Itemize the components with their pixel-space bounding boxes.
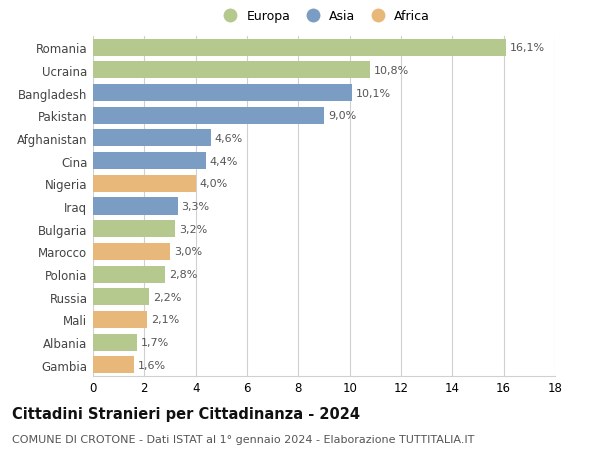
- Text: 2,2%: 2,2%: [154, 292, 182, 302]
- Legend: Europa, Asia, Africa: Europa, Asia, Africa: [214, 6, 434, 27]
- Bar: [93, 357, 134, 374]
- Bar: [93, 39, 506, 56]
- Text: 9,0%: 9,0%: [328, 111, 356, 121]
- Bar: [93, 334, 137, 351]
- Text: 3,0%: 3,0%: [174, 247, 202, 257]
- Text: 3,3%: 3,3%: [182, 202, 209, 212]
- Text: 2,8%: 2,8%: [169, 269, 197, 280]
- Text: 10,1%: 10,1%: [356, 88, 391, 98]
- Text: Cittadini Stranieri per Cittadinanza - 2024: Cittadini Stranieri per Cittadinanza - 2…: [12, 406, 360, 421]
- Text: 10,8%: 10,8%: [374, 66, 409, 76]
- Text: 2,1%: 2,1%: [151, 315, 179, 325]
- Text: 1,7%: 1,7%: [140, 337, 169, 347]
- Text: COMUNE DI CROTONE - Dati ISTAT al 1° gennaio 2024 - Elaborazione TUTTITALIA.IT: COMUNE DI CROTONE - Dati ISTAT al 1° gen…: [12, 434, 475, 444]
- Bar: [93, 175, 196, 192]
- Text: 4,4%: 4,4%: [210, 156, 238, 166]
- Bar: [93, 198, 178, 215]
- Text: 16,1%: 16,1%: [510, 43, 545, 53]
- Text: 4,0%: 4,0%: [200, 179, 228, 189]
- Text: 4,6%: 4,6%: [215, 134, 243, 144]
- Bar: [93, 221, 175, 238]
- Bar: [93, 130, 211, 147]
- Bar: [93, 289, 149, 306]
- Bar: [93, 153, 206, 170]
- Bar: [93, 266, 165, 283]
- Bar: [93, 107, 324, 124]
- Text: 3,2%: 3,2%: [179, 224, 207, 234]
- Text: 1,6%: 1,6%: [138, 360, 166, 370]
- Bar: [93, 311, 147, 328]
- Bar: [93, 85, 352, 102]
- Bar: [93, 62, 370, 79]
- Bar: [93, 243, 170, 260]
